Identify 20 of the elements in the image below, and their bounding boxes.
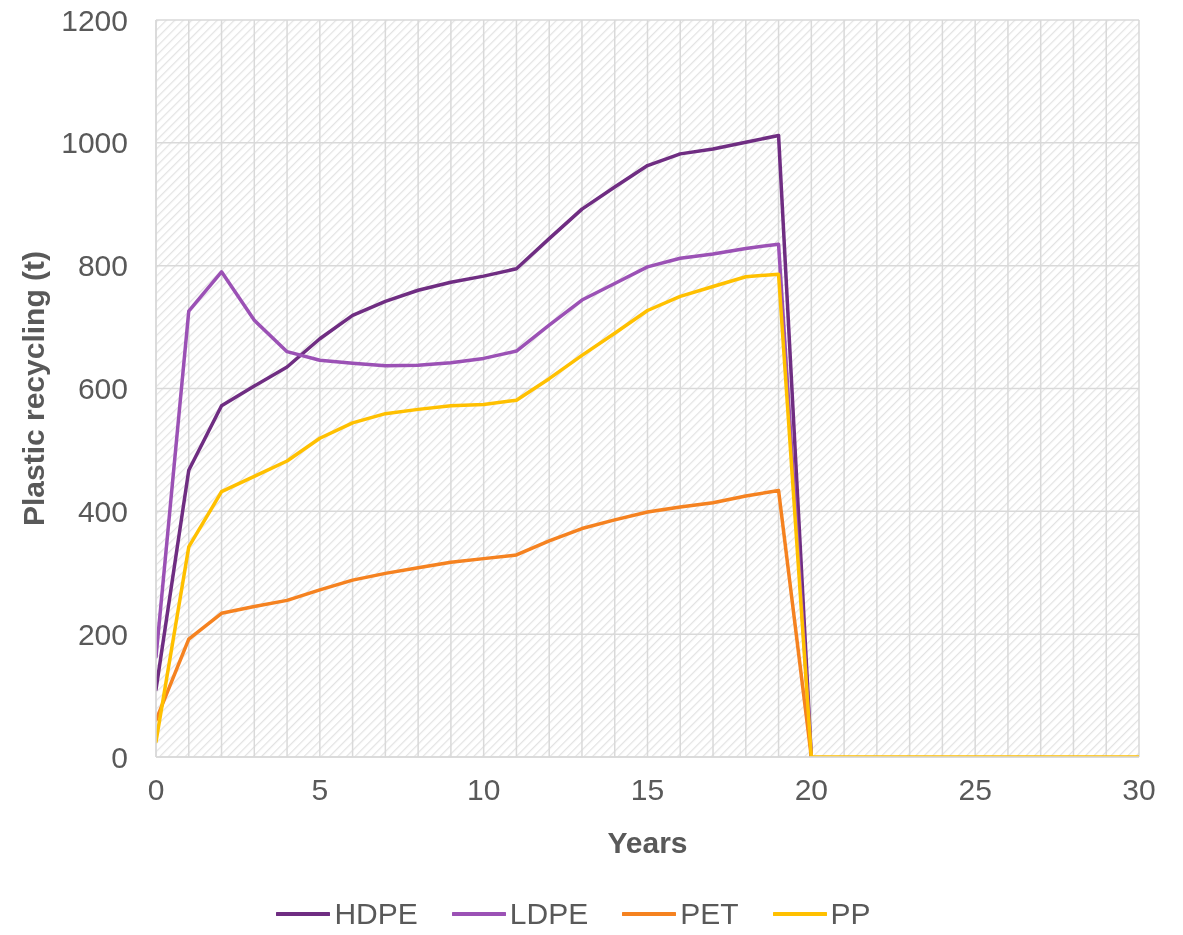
x-tick-label: 25 [958,773,992,807]
y-tick-label: 600 [77,372,128,406]
y-tick-label: 0 [111,740,128,774]
y-tick-label: 400 [77,494,128,528]
x-tick-label: 5 [311,773,329,807]
x-tick-label: 15 [630,773,665,807]
y-tick-label: 1000 [61,126,128,160]
x-axis-title: Years [607,826,688,859]
x-tick-label: 10 [466,773,501,807]
x-tick-label: 30 [1122,773,1156,807]
legend-label: HDPE [334,897,418,931]
x-tick-label: 20 [794,773,829,807]
legend-label: PP [830,897,871,931]
y-axis-title: Plastic recycling (t) [16,250,50,527]
y-tick-label: 800 [77,249,128,283]
y-tick-label: 200 [77,617,128,651]
legend-label: LDPE [509,897,589,931]
y-tick-label: 1200 [61,3,128,37]
legend-label: PET [680,897,739,931]
x-tick-label: 0 [147,773,165,807]
